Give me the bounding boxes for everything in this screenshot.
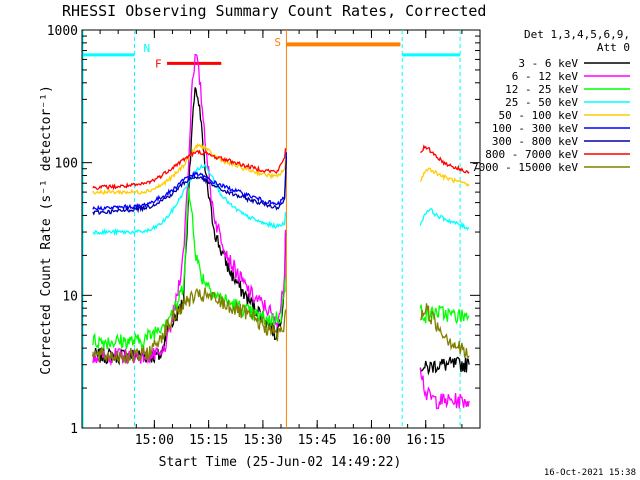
series-line-6to12keV-1 [419, 368, 470, 410]
legend-entry-label: 25 - 50 keV [505, 96, 578, 109]
y-tick-label: 1 [70, 422, 78, 437]
legend-entry-label: 300 - 800 keV [492, 135, 578, 148]
flag-layer: N S F [82, 30, 461, 428]
saa-flag-label: S [274, 36, 281, 49]
legend-entry-label: 7000 - 15000 keV [472, 161, 578, 174]
legend-entry-label: 800 - 7000 keV [485, 148, 578, 161]
y-tick-label: 1000 [47, 24, 78, 39]
series-line-25to50keV-0 [92, 163, 287, 237]
y-tick-label: 100 [55, 157, 78, 172]
flare-flag-label: F [155, 57, 162, 70]
legend-header-line-2: Att 0 [597, 41, 630, 54]
y-tick-label: 10 [62, 289, 78, 304]
x-tick-label: 15:00 [135, 433, 174, 448]
legend-entry-label: 12 - 25 keV [505, 83, 578, 96]
series-line-25to50keV-1 [419, 207, 470, 231]
series-line-3to6keV-1 [419, 356, 470, 376]
legend-entry-label: 6 - 12 keV [512, 70, 579, 83]
series-line-800to7000keV-0 [92, 148, 287, 191]
series-line-7000to15000keV-1 [420, 303, 470, 359]
tick-layer: 15:00 15:15 15:30 15:45 16:00 16:15 1 10 100 1000 [47, 24, 481, 448]
legend-header-line-1: Det 1,3,4,5,6,9, [524, 28, 630, 41]
series-line-12to25keV-1 [419, 304, 470, 325]
series-line-7000to15000keV-0 [92, 287, 287, 365]
series-layer [92, 53, 470, 410]
legend-entry-label: 50 - 100 keV [499, 109, 579, 122]
legend-entry-label: 100 - 300 keV [492, 122, 578, 135]
night-flag-label: N [144, 42, 151, 55]
series-line-300to800keV-0 [92, 157, 288, 216]
legend-entry-label: 3 - 6 keV [518, 57, 578, 70]
series-line-100to300keV-0 [92, 152, 288, 212]
chart-title: RHESSI Observing Summary Count Rates, Co… [62, 2, 486, 20]
series-line-12to25keV-0 [92, 187, 287, 350]
y-axis-label: Corrected Count Rate (s⁻¹ detector⁻¹) [39, 85, 54, 375]
generation-timestamp: 16-Oct-2021 15:38 [544, 468, 636, 478]
x-tick-label: 15:15 [189, 433, 228, 448]
series-line-800to7000keV-1 [420, 144, 470, 174]
x-tick-label: 15:30 [243, 433, 282, 448]
series-line-50to100keV-1 [419, 167, 470, 187]
x-tick-label: 15:45 [298, 433, 337, 448]
x-tick-label: 16:00 [352, 433, 391, 448]
series-line-6to12keV-0 [92, 53, 287, 366]
series-line-50to100keV-0 [92, 142, 287, 196]
x-axis-label: Start Time (25-Jun-02 14:49:22) [159, 455, 402, 470]
series-line-3to6keV-0 [92, 87, 287, 366]
x-tick-label: 16:15 [406, 433, 445, 448]
